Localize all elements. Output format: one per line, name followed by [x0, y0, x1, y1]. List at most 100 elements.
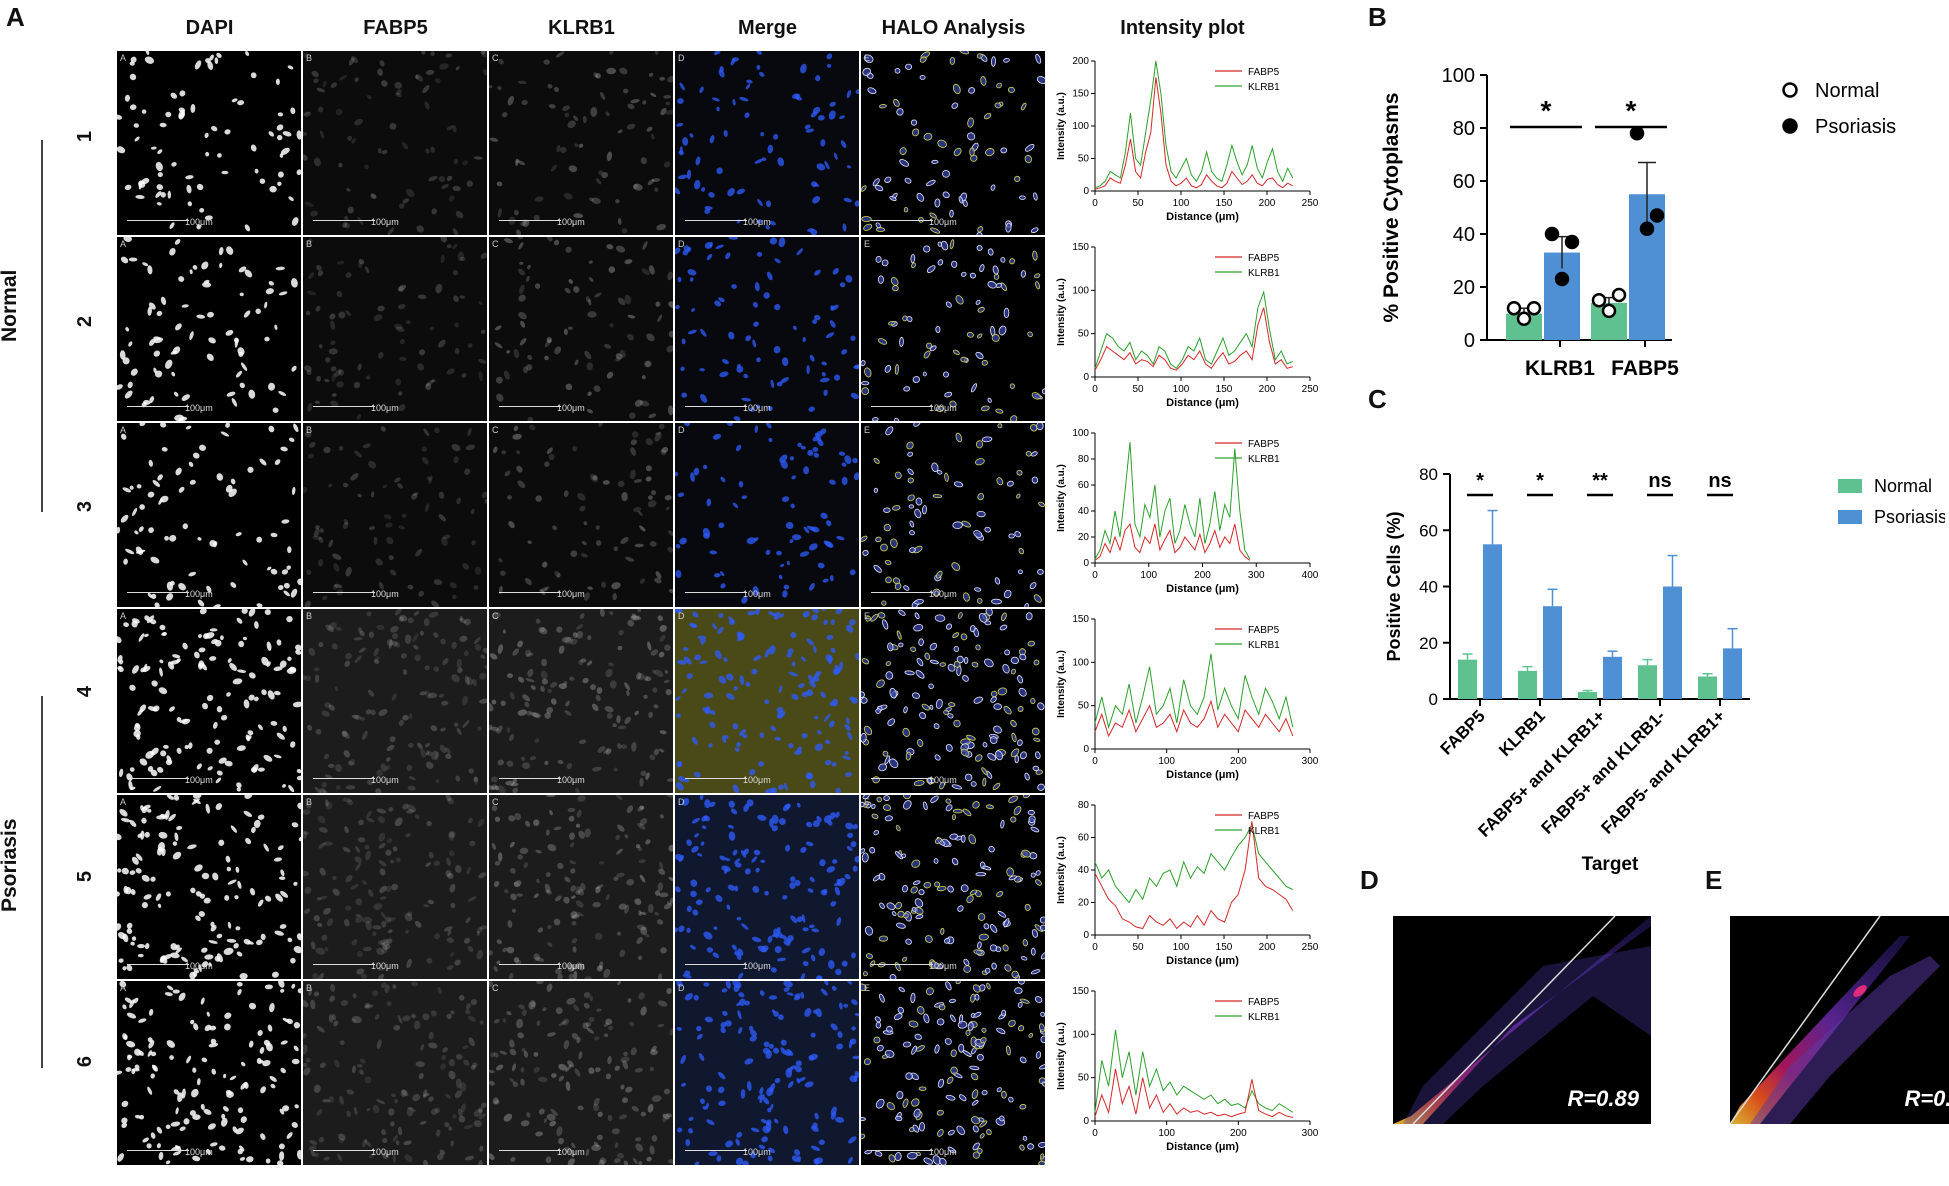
x-tick-label: 300: [1248, 570, 1265, 581]
x-tick-label: 250: [1302, 942, 1319, 953]
tile-klrb1-row-6: C 100μm: [489, 981, 673, 1165]
y-tick-label: 100: [1072, 121, 1089, 132]
tile-halo-row-2: E 100μm: [861, 237, 1045, 421]
density-scatter-e: R=0.86: [1730, 916, 1949, 1124]
series-line-fabp5: [1094, 821, 1294, 930]
scale-bar-label: 100μm: [557, 775, 585, 785]
tile-image: [675, 609, 859, 793]
y-tick-label: 50: [1078, 701, 1090, 712]
tile-corner-letter: C: [492, 53, 499, 63]
tile-corner-letter: E: [864, 239, 871, 249]
tile-halo-row-1: E 100μm: [861, 51, 1045, 235]
tile-corner-letter: D: [678, 425, 685, 435]
y-tick-label: 100: [1072, 657, 1089, 668]
tile-image: [489, 795, 673, 979]
tile-image: [489, 51, 673, 235]
y-tick-label: 50: [1078, 329, 1090, 340]
scale-bar: [127, 1150, 189, 1151]
x-tick-label: 400: [1302, 570, 1319, 581]
panel-letter-a: A: [6, 2, 25, 32]
tile-dapi-row-1: A 100μm: [117, 51, 301, 235]
tile-halo-row-4: E 100μm: [861, 609, 1045, 793]
intensity-plot-row-1: 0 50 100 150 200 250 0 50 100 150 200 Distance (μm)…: [1056, 56, 1319, 223]
scale-bar: [499, 592, 561, 593]
column-header-merge: Merge: [738, 17, 797, 39]
tile-halo-row-5: E 100μm: [861, 795, 1045, 979]
significance-marker: *: [1476, 470, 1484, 492]
tile-corner-letter: D: [678, 611, 685, 621]
series-line-klrb1: [1094, 442, 1251, 560]
tile-image: [675, 981, 859, 1165]
tile-halo-row-6: E 100μm: [861, 981, 1045, 1165]
series-line-fabp5: [1094, 307, 1293, 371]
legend-label-klrb1: KLRB1: [1248, 82, 1280, 93]
bar-psoriasis: [1543, 606, 1562, 699]
tile-corner-letter: D: [678, 53, 685, 63]
tile-image: [117, 423, 301, 607]
bar-psoriasis: [1663, 586, 1682, 699]
data-point-psoriasis: [1649, 208, 1665, 223]
tile-image: [303, 795, 487, 979]
series-line-klrb1: [1094, 1029, 1294, 1113]
series-line-fabp5: [1094, 1068, 1293, 1118]
bar-psoriasis: [1483, 544, 1502, 699]
series-line-fabp5: [1094, 522, 1251, 561]
scale-bar: [127, 778, 189, 779]
scale-bar: [685, 778, 747, 779]
scale-bar-label: 100μm: [743, 589, 771, 599]
tile-corner-letter: B: [306, 983, 313, 993]
scale-bar: [313, 592, 375, 593]
tile-klrb1-row-3: C 100μm: [489, 423, 673, 607]
scale-bar: [499, 778, 561, 779]
tile-corner-letter: C: [492, 797, 499, 807]
tile-klrb1-row-2: C 100μm: [489, 237, 673, 421]
group-label-normal: Normal: [0, 269, 21, 342]
x-tick-label: 50: [1132, 198, 1144, 209]
tile-klrb1-row-1: C 100μm: [489, 51, 673, 235]
y-tick-label: 0: [1083, 558, 1089, 569]
y-tick-label: 150: [1072, 614, 1089, 625]
scale-bar-label: 100μm: [929, 1147, 957, 1157]
scale-bar-label: 100μm: [371, 775, 399, 785]
intensity-plot-row-5: 0 50 100 150 200 250 0 20 40 60 80 Distance (μm) Int…: [1056, 800, 1319, 967]
x-tick-label: 100: [1173, 942, 1190, 953]
y-tick-label: 0: [1429, 690, 1438, 709]
legend-marker-normal: [1782, 82, 1798, 98]
tile-image: [489, 609, 673, 793]
normal-bracket-line: [41, 140, 43, 512]
x-tick-label: 250: [1302, 384, 1319, 395]
legend-label-fabp5: FABP5: [1248, 67, 1280, 78]
y-tick-label: 0: [1464, 330, 1475, 352]
tile-corner-letter: D: [678, 239, 685, 249]
legend-label-klrb1: KLRB1: [1248, 640, 1280, 651]
tile-image: [489, 237, 673, 421]
tile-corner-letter: A: [120, 425, 127, 435]
y-tick-label: 40: [1078, 506, 1090, 517]
series-line-fabp5: [1094, 699, 1294, 738]
scale-bar: [871, 964, 933, 965]
tile-image: [861, 237, 1045, 421]
tile-corner-letter: A: [120, 611, 127, 621]
tile-merge-row-5: D 100μm: [675, 795, 859, 979]
legend-label-fabp5: FABP5: [1248, 625, 1280, 636]
scale-bar-label: 100μm: [929, 217, 957, 227]
scale-bar-label: 100μm: [929, 589, 957, 599]
tile-image: [303, 51, 487, 235]
tile-image: [675, 795, 859, 979]
scale-bar: [499, 1150, 561, 1151]
y-tick-label: 100: [1072, 428, 1089, 439]
tile-merge-row-3: D 100μm: [675, 423, 859, 607]
data-point-normal: [1601, 303, 1617, 319]
x-tick-label: 100: [1140, 570, 1157, 581]
scale-bar: [127, 592, 189, 593]
scale-bar: [871, 1150, 933, 1151]
data-point-psoriasis: [1639, 221, 1655, 236]
panel-letter-c: C: [1368, 384, 1387, 414]
x-tick-label: 0: [1092, 1128, 1098, 1139]
scale-bar-label: 100μm: [557, 1147, 585, 1157]
correlation-label-e: R=0.86: [1904, 1086, 1949, 1111]
legend-label-fabp5: FABP5: [1248, 997, 1280, 1008]
scale-bar: [127, 220, 189, 221]
legend-swatch-normal: [1838, 479, 1862, 493]
tile-image: [861, 423, 1045, 607]
